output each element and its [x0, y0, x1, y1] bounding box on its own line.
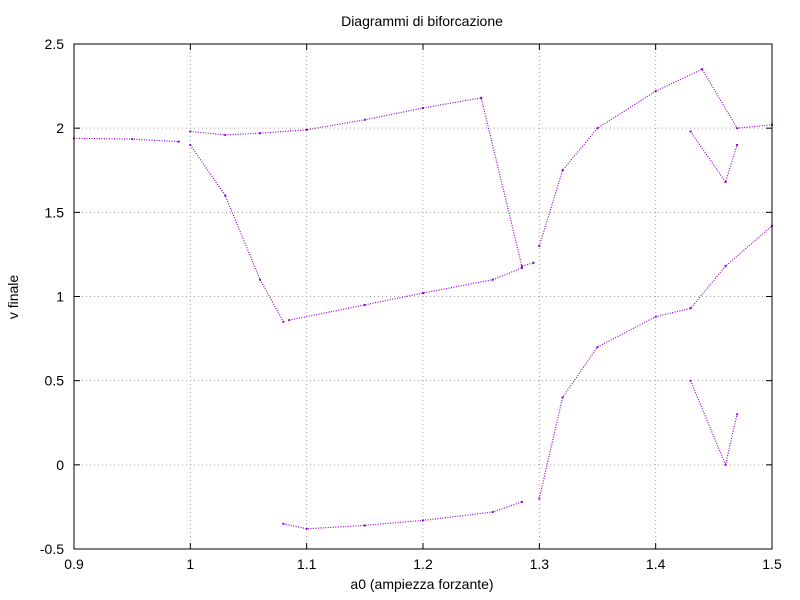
scatter-point	[422, 107, 424, 109]
bifurcation-branch	[189, 144, 284, 323]
y-tick-label: 0.5	[45, 373, 65, 389]
scatter-point	[224, 194, 227, 197]
y-axis: -0.5 0 0.5 1 1.5 2 2.5	[40, 36, 772, 557]
y-tick-label: 1.5	[45, 204, 65, 220]
scatter-point	[724, 181, 727, 183]
bifurcation-branch	[538, 68, 773, 247]
y-tick-label: -0.5	[40, 541, 64, 557]
x-axis: 0.9 1 1.1 1.2 1.3 1.4 1.5	[64, 44, 782, 572]
scatter-point	[363, 303, 366, 306]
y-tick-label: 2	[56, 120, 64, 136]
scatter-point	[305, 128, 308, 131]
scatter-point	[736, 413, 739, 416]
scatter-point	[177, 140, 180, 143]
scatter-point	[561, 396, 564, 399]
scatter-point	[259, 132, 262, 135]
bifurcation-branch	[690, 131, 738, 184]
scatter-point	[520, 265, 523, 268]
scatter-point	[224, 133, 227, 136]
scatter-point	[259, 278, 262, 281]
x-axis-title: a0 (ampiezza forzante)	[350, 576, 493, 592]
scatter-point	[288, 319, 291, 322]
scatter-point	[305, 527, 308, 530]
x-tick-label: 0.9	[64, 556, 84, 572]
bifurcation-branch	[690, 380, 738, 467]
scatter-point	[189, 144, 192, 146]
x-tick-label: 1.5	[762, 556, 782, 572]
scatter-point	[532, 261, 535, 264]
y-tick-label: 2.5	[45, 36, 65, 52]
scatter-point	[363, 524, 366, 527]
y-tick-label: 1	[56, 289, 64, 305]
scatter-point	[520, 266, 523, 269]
scatter-point	[422, 519, 424, 522]
grid	[74, 44, 772, 549]
scatter-point	[736, 127, 739, 130]
scatter-point	[189, 130, 192, 133]
chart-title: Diagrammi di biforcazione	[341, 13, 503, 29]
bifurcation-branch	[73, 137, 179, 143]
y-tick-label: 0	[56, 457, 64, 473]
scatter-point	[724, 265, 727, 268]
scatter-point	[736, 144, 739, 146]
scatter-point	[282, 522, 285, 525]
scatter-point	[689, 379, 692, 382]
scatter-point	[520, 500, 523, 503]
scatter-point	[689, 307, 692, 310]
scatter-point	[538, 245, 541, 247]
bifurcation-branch	[538, 225, 773, 499]
scatter-points	[73, 68, 773, 530]
x-tick-label: 1.3	[530, 556, 550, 572]
y-axis-title: v finale	[5, 275, 21, 320]
x-tick-label: 1.2	[413, 556, 433, 572]
scatter-point	[654, 90, 657, 93]
scatter-point	[654, 315, 657, 318]
scatter-point	[131, 138, 134, 141]
scatter-point	[689, 130, 692, 133]
scatter-point	[282, 320, 285, 323]
x-tick-label: 1	[186, 556, 194, 572]
scatter-point	[491, 278, 494, 281]
scatter-point	[422, 292, 424, 295]
scatter-point	[724, 463, 727, 466]
scatter-point	[701, 68, 704, 71]
scatter-point	[561, 169, 564, 172]
scatter-point	[480, 96, 483, 99]
scatter-point	[491, 511, 494, 513]
scatter-point	[596, 127, 599, 130]
bifurcation-branch	[283, 501, 523, 530]
bifurcation-branch	[289, 267, 523, 321]
scatter-point	[596, 346, 599, 348]
scatter-point	[363, 118, 366, 121]
x-tick-label: 1.1	[297, 556, 317, 572]
scatter-point	[538, 497, 541, 500]
bifurcation-branch	[190, 97, 534, 267]
x-tick-label: 1.4	[646, 556, 666, 572]
